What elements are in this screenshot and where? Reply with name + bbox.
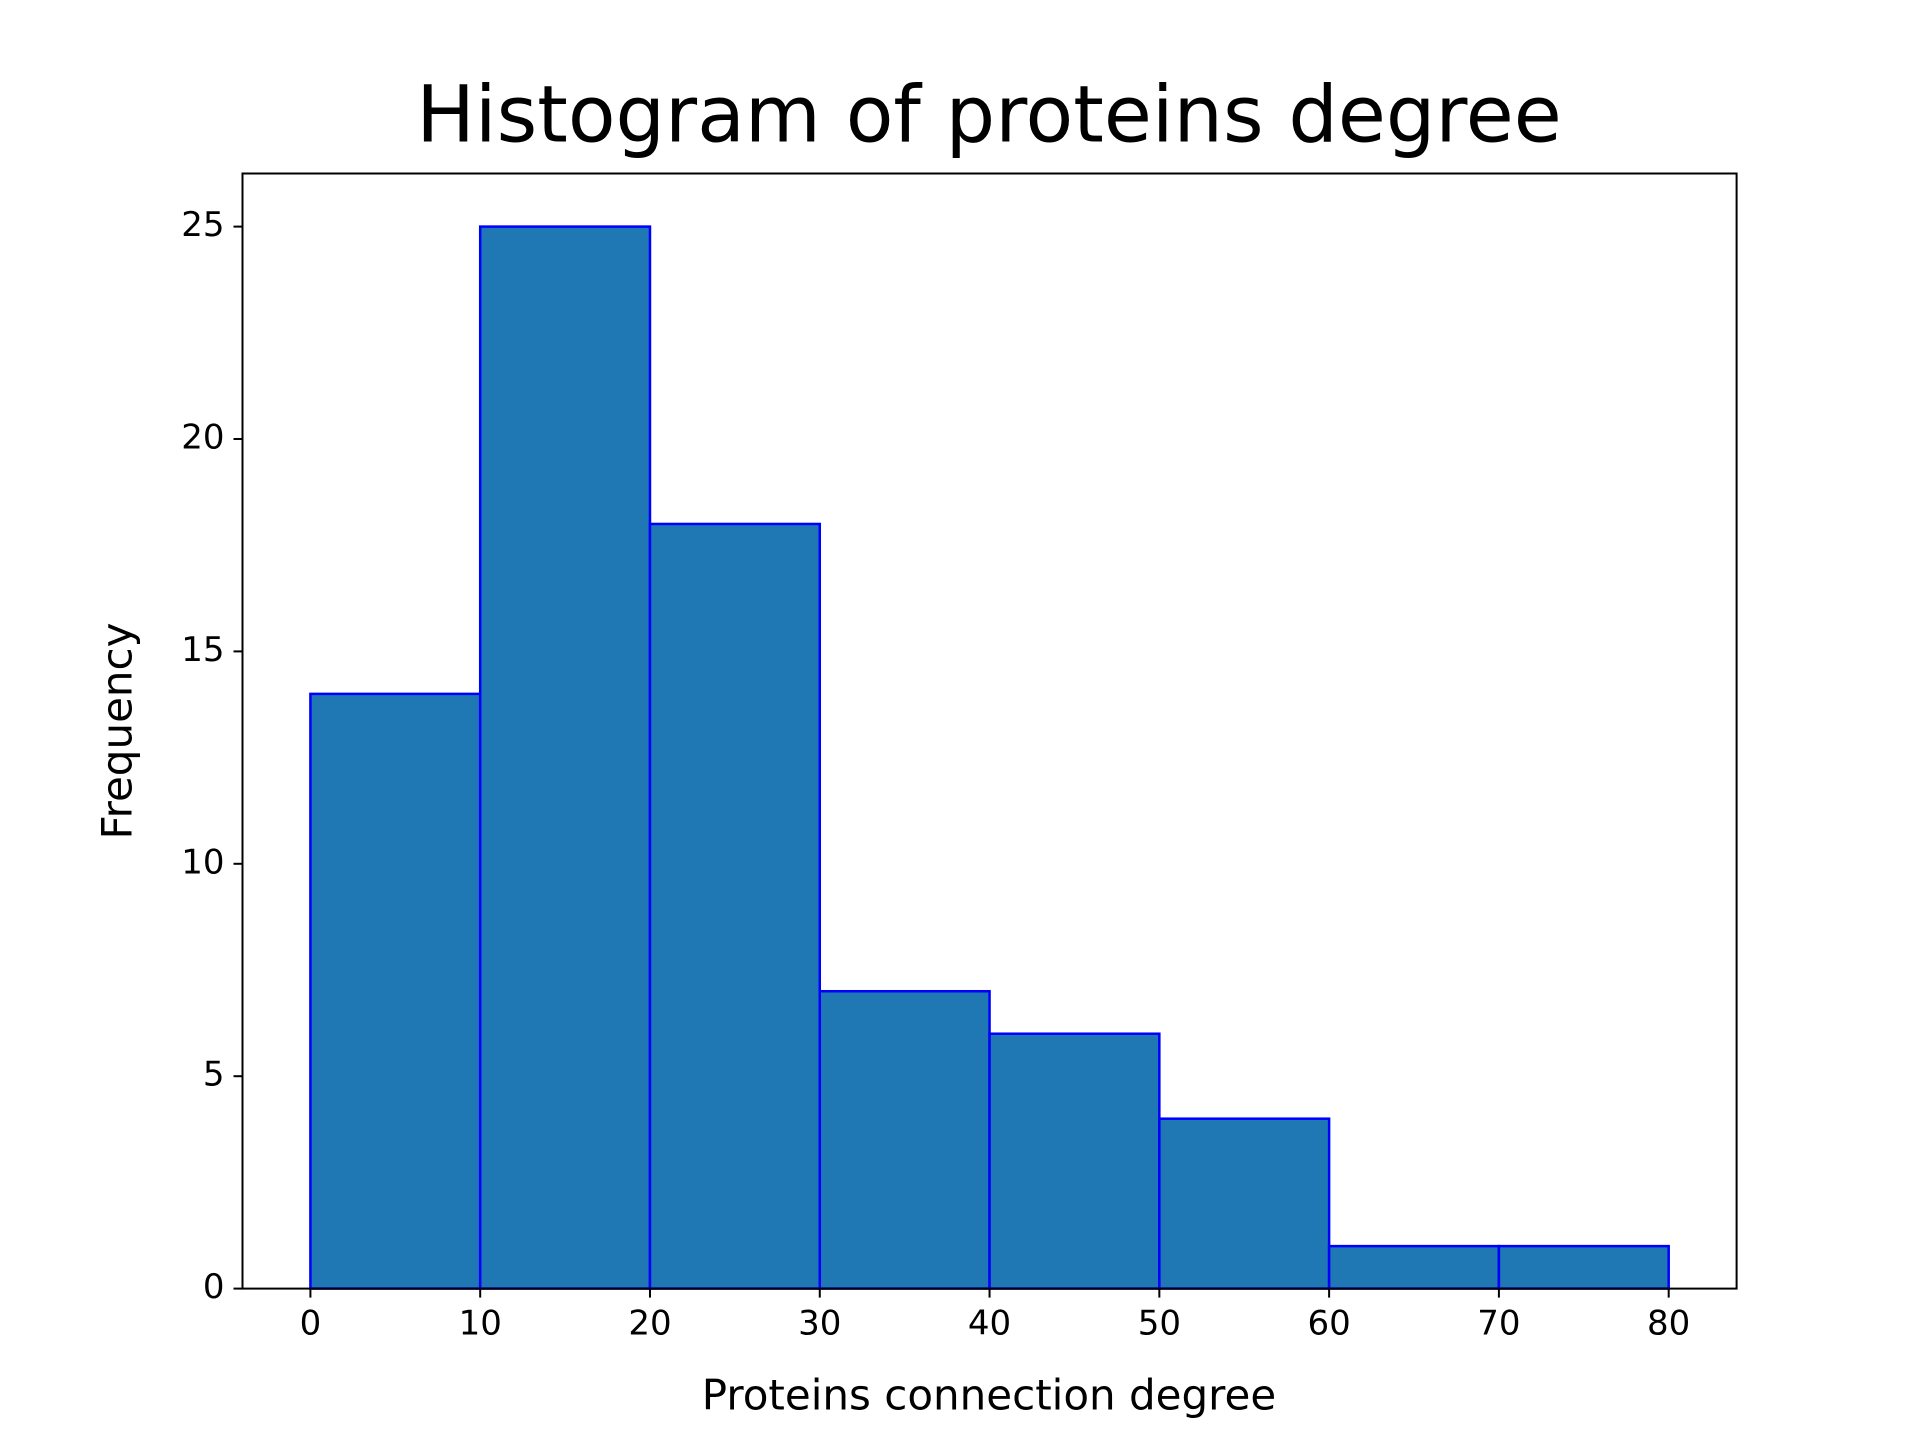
x-tick-label: 50 xyxy=(1138,1304,1181,1344)
bar xyxy=(1327,1244,1501,1290)
x-tick-label: 70 xyxy=(1477,1304,1520,1344)
y-tick-label: 5 xyxy=(203,1055,225,1095)
y-tick-label: 20 xyxy=(181,418,224,458)
x-axis-label: Proteins connection degree xyxy=(702,1371,1276,1420)
bar xyxy=(1158,1117,1331,1290)
y-tick-label: 15 xyxy=(181,630,224,670)
x-tick-label: 60 xyxy=(1307,1304,1350,1344)
x-tick-label: 20 xyxy=(628,1304,671,1344)
y-tick-label: 0 xyxy=(203,1267,225,1307)
bar xyxy=(988,1032,1161,1290)
x-tick-label: 40 xyxy=(968,1304,1011,1344)
y-tick-label: 10 xyxy=(181,842,224,882)
x-tick-label: 10 xyxy=(459,1304,502,1344)
bar xyxy=(309,692,482,1290)
chart-title: Histogram of proteins degree xyxy=(416,70,1561,160)
x-tick-label: 30 xyxy=(798,1304,841,1344)
x-tick-label: 0 xyxy=(300,1304,322,1344)
bar xyxy=(478,225,652,1290)
bar xyxy=(1497,1244,1670,1290)
bar xyxy=(818,989,991,1290)
bar xyxy=(648,522,822,1290)
y-tick-label: 25 xyxy=(181,205,224,245)
x-tick-label: 80 xyxy=(1647,1304,1690,1344)
y-axis-label: Frequency xyxy=(93,623,142,840)
